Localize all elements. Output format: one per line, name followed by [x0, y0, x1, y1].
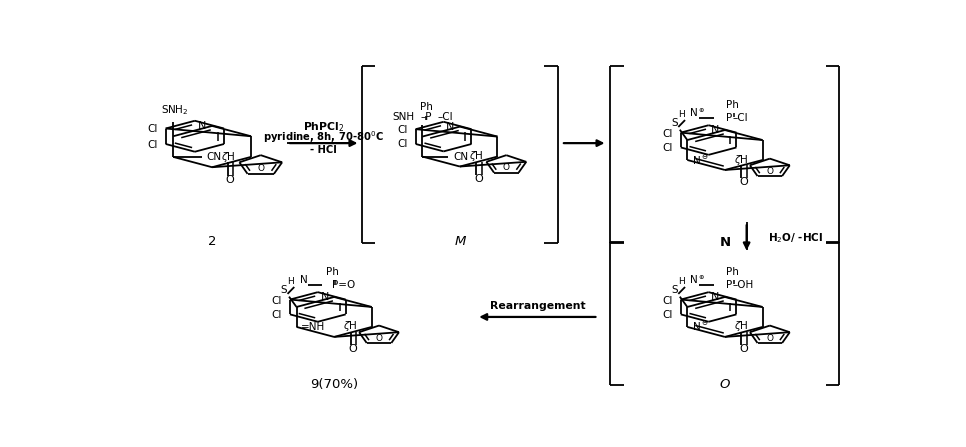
- Text: Ph: Ph: [419, 102, 433, 112]
- Text: N: N: [321, 292, 328, 302]
- Text: N$^\ominus$: N$^\ominus$: [692, 153, 708, 167]
- Text: P: P: [726, 113, 732, 122]
- Text: $\zeta$H: $\zeta$H: [469, 149, 483, 163]
- Text: =NH: =NH: [301, 322, 326, 332]
- Text: O: O: [226, 175, 235, 186]
- Text: Cl: Cl: [147, 124, 157, 135]
- Text: Ph: Ph: [725, 100, 739, 110]
- Text: P: P: [726, 279, 732, 290]
- Text: O: O: [766, 334, 774, 343]
- Text: N: N: [446, 122, 455, 131]
- Text: SNH: SNH: [392, 112, 414, 122]
- Text: $\zeta$H: $\zeta$H: [343, 320, 357, 333]
- Text: N: N: [690, 274, 697, 285]
- Text: H$_2$O/ -HCl: H$_2$O/ -HCl: [768, 231, 823, 245]
- Text: O: O: [739, 177, 748, 187]
- Text: O: O: [739, 344, 748, 354]
- Text: H: H: [678, 277, 685, 287]
- Text: 2: 2: [208, 235, 216, 248]
- Text: Ph: Ph: [725, 267, 739, 277]
- Text: Cl: Cl: [663, 143, 672, 152]
- Text: $^\oplus$: $^\oplus$: [697, 108, 705, 117]
- Text: pyridine, 8h, 70-80$^0$C: pyridine, 8h, 70-80$^0$C: [264, 129, 384, 145]
- Text: Rearrangement: Rearrangement: [490, 301, 585, 311]
- Text: –P: –P: [421, 112, 433, 122]
- Text: H: H: [288, 277, 295, 287]
- Text: O: O: [766, 167, 774, 176]
- Text: N: N: [711, 292, 720, 302]
- Text: O: O: [376, 334, 383, 343]
- Text: $\zeta$H: $\zeta$H: [221, 150, 236, 164]
- Text: S: S: [671, 118, 677, 128]
- Text: N: N: [720, 236, 730, 249]
- Text: CN: CN: [453, 152, 469, 161]
- Text: P=O: P=O: [332, 279, 355, 290]
- Text: O: O: [349, 344, 357, 354]
- Text: O: O: [720, 378, 730, 391]
- Text: $\zeta$H: $\zeta$H: [734, 152, 749, 167]
- Text: O: O: [474, 174, 483, 185]
- Text: CN: CN: [206, 152, 221, 162]
- Text: Cl: Cl: [271, 296, 282, 306]
- Text: Cl: Cl: [271, 309, 282, 320]
- Text: Cl: Cl: [147, 139, 157, 149]
- Text: O: O: [503, 164, 510, 173]
- Text: 9(70%): 9(70%): [310, 378, 358, 391]
- Text: PhPCl$_2$: PhPCl$_2$: [303, 120, 345, 134]
- Text: O: O: [257, 164, 265, 173]
- Text: N: N: [198, 121, 206, 131]
- Text: $\zeta$H: $\zeta$H: [734, 320, 749, 333]
- Text: N: N: [711, 125, 720, 135]
- Text: H: H: [678, 110, 685, 119]
- Text: –Cl: –Cl: [732, 113, 748, 122]
- Text: S: S: [280, 285, 287, 295]
- Text: N: N: [690, 108, 697, 118]
- Text: Cl: Cl: [397, 139, 408, 149]
- Text: N: N: [299, 274, 307, 285]
- Text: SNH$_2$: SNH$_2$: [160, 104, 188, 117]
- Text: M: M: [454, 235, 466, 248]
- Text: Cl: Cl: [663, 309, 672, 320]
- Text: Ph: Ph: [326, 267, 339, 277]
- Text: Cl: Cl: [663, 296, 672, 306]
- Text: S: S: [671, 285, 677, 295]
- Text: –Cl: –Cl: [438, 112, 453, 122]
- Text: N$^\ominus$: N$^\ominus$: [692, 320, 708, 333]
- Text: –OH: –OH: [732, 279, 753, 290]
- Text: $^\oplus$: $^\oplus$: [697, 274, 705, 283]
- Text: - HCl: - HCl: [310, 145, 337, 155]
- Text: Cl: Cl: [663, 129, 672, 139]
- Text: Cl: Cl: [397, 126, 408, 135]
